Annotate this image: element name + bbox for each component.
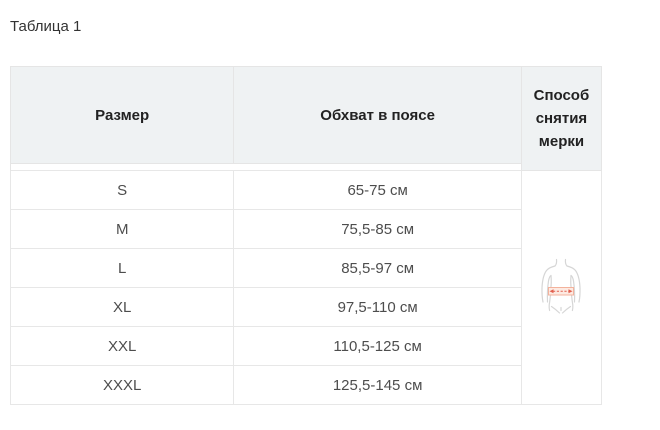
table-row: XL 97,5-110 см bbox=[9, 287, 602, 327]
size-cell: XL bbox=[9, 287, 235, 327]
table-row: M 75,5-85 см bbox=[9, 209, 602, 249]
size-cell: XXXL bbox=[9, 365, 235, 405]
figure-cell bbox=[520, 170, 603, 405]
table-body: S 65-75 см bbox=[9, 170, 603, 405]
page-title: Таблица 1 bbox=[10, 18, 82, 35]
table-header: Размер Обхват в поясе Способ снятия мерк… bbox=[9, 66, 603, 171]
header-spacer-row bbox=[10, 163, 602, 171]
column-header-size: Размер bbox=[9, 66, 235, 164]
table-row: S 65-75 см bbox=[9, 170, 603, 405]
waist-measurement-icon bbox=[537, 257, 585, 319]
waist-cell: 125,5-145 см bbox=[233, 365, 522, 405]
header-row: Размер Обхват в поясе Способ снятия мерк… bbox=[9, 66, 603, 171]
size-cell: L bbox=[9, 248, 235, 288]
header-spacer bbox=[10, 163, 522, 171]
waist-cell: 75,5-85 см bbox=[233, 209, 522, 249]
column-header-waist: Обхват в поясе bbox=[233, 66, 522, 164]
column-header-method: Способ снятия мерки bbox=[520, 66, 603, 171]
table-row: XXL 110,5-125 см bbox=[9, 326, 602, 366]
table-row: XXXL 125,5-145 см bbox=[9, 365, 602, 405]
size-cell: S bbox=[9, 170, 235, 210]
waist-cell: 85,5-97 см bbox=[233, 248, 522, 288]
page: Таблица 1 Размер Обхват в поясе Способ с… bbox=[9, 18, 603, 405]
waist-cell: 110,5-125 см bbox=[233, 326, 522, 366]
size-table: Размер Обхват в поясе Способ снятия мерк… bbox=[9, 66, 603, 405]
waist-cell: 97,5-110 см bbox=[233, 287, 522, 327]
table-row: L 85,5-97 см bbox=[9, 248, 602, 288]
waist-cell: 65-75 см bbox=[233, 170, 522, 210]
size-cell: XXL bbox=[9, 326, 235, 366]
size-cell: M bbox=[9, 209, 235, 249]
